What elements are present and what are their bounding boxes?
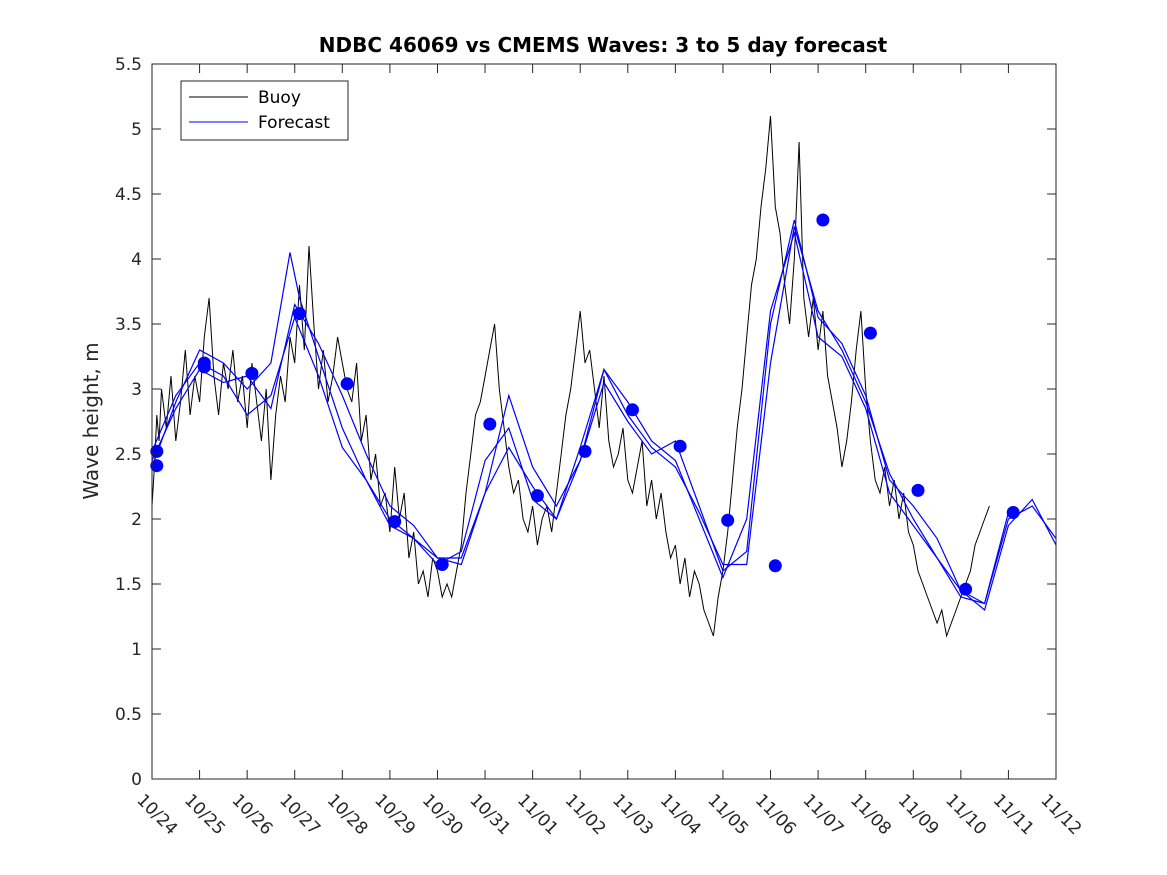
forecast-marker [863, 326, 877, 340]
x-tick-label: 11/02 [561, 790, 610, 839]
forecast-marker [673, 439, 687, 453]
forecast-marker [150, 459, 164, 473]
x-tick-label: 10/28 [323, 790, 372, 839]
x-tick-label: 11/11 [989, 790, 1038, 839]
x-tick-label: 11/06 [751, 790, 800, 839]
y-tick-label: 2.5 [115, 445, 142, 465]
forecast-marker [245, 366, 259, 380]
x-tick-label: 11/07 [799, 790, 848, 839]
x-tick-label: 10/24 [132, 790, 181, 839]
legend-box [180, 80, 349, 141]
x-tick-label: 11/08 [846, 790, 895, 839]
x-tick-label: 10/29 [370, 790, 419, 839]
forecast-marker [959, 582, 973, 596]
y-tick-label: 1.5 [115, 575, 142, 595]
y-tick-label: 5 [131, 120, 142, 140]
forecast-marker [911, 483, 925, 497]
forecast-marker [435, 558, 449, 571]
series-layer [150, 115, 1057, 638]
series-forecast-line-3 [151, 230, 1057, 605]
legend-label-forecast: Forecast [258, 113, 330, 133]
forecast-marker [578, 444, 592, 458]
legend-label-buoy: Buoy [258, 88, 301, 108]
forecast-marker [197, 360, 211, 374]
y-tick-label: 3.5 [115, 315, 142, 335]
x-tick-label: 11/03 [608, 790, 657, 839]
y-tick-label: 1 [131, 640, 142, 660]
x-tick-label: 11/05 [703, 790, 752, 839]
x-tick-label: 11/09 [894, 790, 943, 839]
x-tick-label: 11/12 [1036, 790, 1085, 839]
series-buoy-line [151, 115, 990, 638]
x-tick-label: 11/01 [513, 790, 562, 839]
x-tick-label: 10/31 [466, 790, 515, 839]
forecast-marker [816, 213, 830, 227]
plot-border [151, 63, 1057, 780]
forecast-marker [626, 403, 639, 417]
y-tick-label: 5.5 [115, 55, 142, 75]
y-tick-label: 0.5 [115, 705, 142, 725]
x-tick-label: 11/04 [656, 790, 705, 839]
y-axis-label: Wave height, m [79, 342, 103, 499]
legend: Buoy Forecast [180, 80, 349, 141]
forecast-marker [340, 377, 354, 391]
plot-area [152, 64, 1056, 779]
forecast-marker [293, 307, 306, 321]
y-tick-label: 2 [131, 510, 142, 530]
y-tick-label: 4 [131, 250, 142, 270]
forecast-marker [388, 515, 402, 529]
x-tick-label: 10/27 [275, 790, 324, 839]
x-tick-label: 10/25 [180, 790, 229, 839]
forecast-marker [768, 559, 782, 573]
forecast-marker [530, 489, 544, 503]
x-tick-label: 11/10 [941, 790, 990, 839]
y-tick-label: 3 [131, 380, 142, 400]
chart-title: NDBC 46069 vs CMEMS Waves: 3 to 5 day fo… [319, 33, 888, 57]
x-tick-label: 10/26 [228, 790, 277, 839]
y-tick-label: 0 [131, 770, 142, 790]
forecast-marker [721, 513, 735, 527]
forecast-marker [1006, 506, 1020, 519]
forecast-marker [483, 417, 497, 431]
y-tick-label: 4.5 [115, 185, 142, 205]
x-tick-label: 10/30 [418, 790, 467, 839]
forecast-marker [150, 444, 164, 458]
